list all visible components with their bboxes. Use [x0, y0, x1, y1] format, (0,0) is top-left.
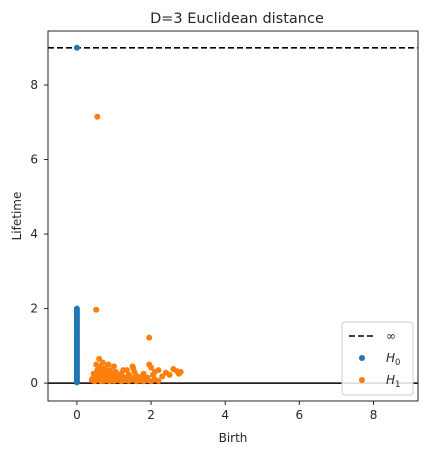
point-h1	[117, 374, 124, 381]
y-axis-label: Lifetime	[10, 192, 24, 241]
point-h1	[148, 364, 155, 371]
point-h1	[120, 367, 127, 374]
y-tick-label: 2	[30, 302, 38, 316]
point-h1	[155, 377, 162, 384]
point-h1	[177, 368, 184, 375]
x-tick-label: 8	[370, 408, 378, 422]
point-h1	[110, 363, 117, 370]
point-h1	[138, 373, 145, 380]
plot-area	[48, 44, 418, 386]
point-h1	[100, 377, 107, 384]
legend-h1-swatch	[359, 377, 365, 383]
point-h1	[99, 365, 106, 372]
y-tick-label: 6	[30, 153, 38, 167]
point-h1	[96, 370, 103, 377]
y-tick-label: 8	[30, 78, 38, 92]
point-h1	[166, 371, 173, 378]
point-h0	[73, 44, 80, 51]
point-h1	[93, 361, 100, 368]
legend-box	[341, 321, 414, 396]
point-h1	[96, 355, 103, 362]
point-h1	[146, 334, 153, 341]
point-h1	[106, 378, 113, 385]
x-tick-label: 6	[296, 408, 304, 422]
point-h0	[73, 379, 80, 386]
point-h1	[131, 368, 138, 375]
point-h1	[108, 370, 115, 377]
plot-frame	[47, 30, 419, 402]
point-h1	[105, 361, 112, 368]
legend-h0-swatch	[359, 355, 365, 361]
axis-ticks: 0 2 4 6 8 0 2 4 6 8	[30, 78, 377, 422]
point-h1	[93, 306, 100, 313]
point-h1	[159, 373, 166, 380]
x-axis-label: Birth	[219, 431, 248, 445]
point-h1	[127, 374, 134, 381]
chart-title: D=3 Euclidean distance	[150, 11, 324, 27]
x-tick-label: 0	[73, 408, 81, 422]
legend-infinity-label: ∞	[386, 329, 396, 343]
y-tick-label: 0	[30, 376, 38, 390]
point-h1	[90, 370, 97, 377]
x-tick-label: 2	[147, 408, 155, 422]
x-tick-label: 4	[221, 408, 229, 422]
point-h1	[99, 359, 106, 366]
y-tick-label: 4	[30, 227, 38, 241]
point-h1	[94, 113, 101, 120]
